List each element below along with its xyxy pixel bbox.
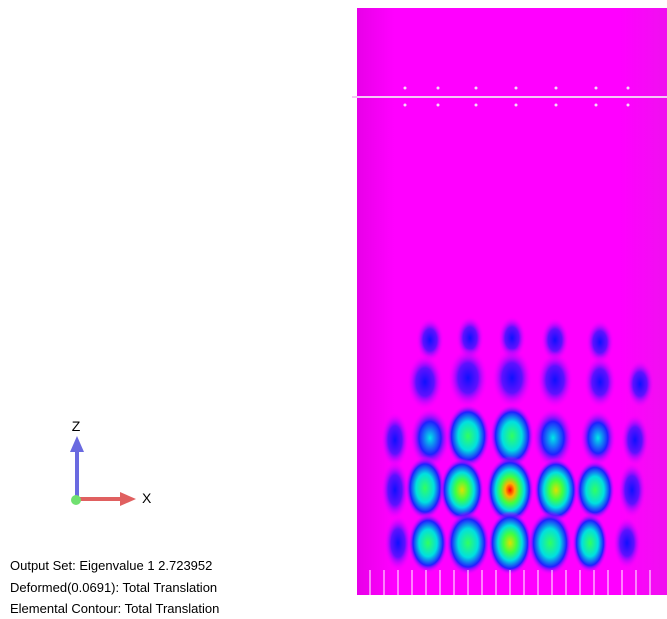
contour-blob xyxy=(384,515,412,571)
contour-blob xyxy=(381,412,409,468)
contour-blob xyxy=(408,513,448,573)
node-marker xyxy=(515,104,518,107)
node-marker xyxy=(475,104,478,107)
x-label: X xyxy=(142,490,152,506)
contour-blob xyxy=(572,513,608,573)
viewport: Z X Output Set: Eigenvalue 1 2.723952 De… xyxy=(0,0,667,619)
node-marker xyxy=(437,104,440,107)
contour-blob xyxy=(405,456,445,520)
node-marker xyxy=(404,104,407,107)
contour-blob xyxy=(575,460,615,520)
node-marker xyxy=(515,87,518,90)
contour-blob xyxy=(446,404,490,468)
node-marker xyxy=(404,87,407,90)
model-view: Z X Output Set: Eigenvalue 1 2.723952 De… xyxy=(0,0,667,619)
contour-blob xyxy=(613,517,641,569)
x-arrow xyxy=(120,492,136,506)
contour-blob xyxy=(584,356,616,408)
node-marker xyxy=(627,104,630,107)
z-label: Z xyxy=(72,418,81,434)
contour-blob xyxy=(626,360,654,408)
info-line: Elemental Contour: Total Translation xyxy=(10,601,219,616)
node-marker xyxy=(475,87,478,90)
contour-blob xyxy=(381,460,409,520)
contour-blob xyxy=(528,511,572,575)
node-marker xyxy=(627,87,630,90)
info-line: Deformed(0.0691): Total Translation xyxy=(10,580,217,595)
node-marker xyxy=(437,87,440,90)
contour-blob xyxy=(407,354,443,410)
z-arrow xyxy=(70,436,84,452)
contour-blob xyxy=(448,348,488,408)
contour-blob xyxy=(618,462,646,518)
node-marker xyxy=(555,104,558,107)
contour-blob xyxy=(580,410,616,466)
contour-blob xyxy=(621,414,649,466)
contour-blob xyxy=(488,511,532,575)
node-marker xyxy=(595,87,598,90)
origin xyxy=(71,495,81,505)
node-marker xyxy=(555,87,558,90)
contour-blob xyxy=(492,348,532,408)
contour-blob xyxy=(446,511,490,575)
node-marker xyxy=(595,104,598,107)
info-line: Output Set: Eigenvalue 1 2.723952 xyxy=(10,558,212,573)
contour-blob xyxy=(537,352,573,408)
